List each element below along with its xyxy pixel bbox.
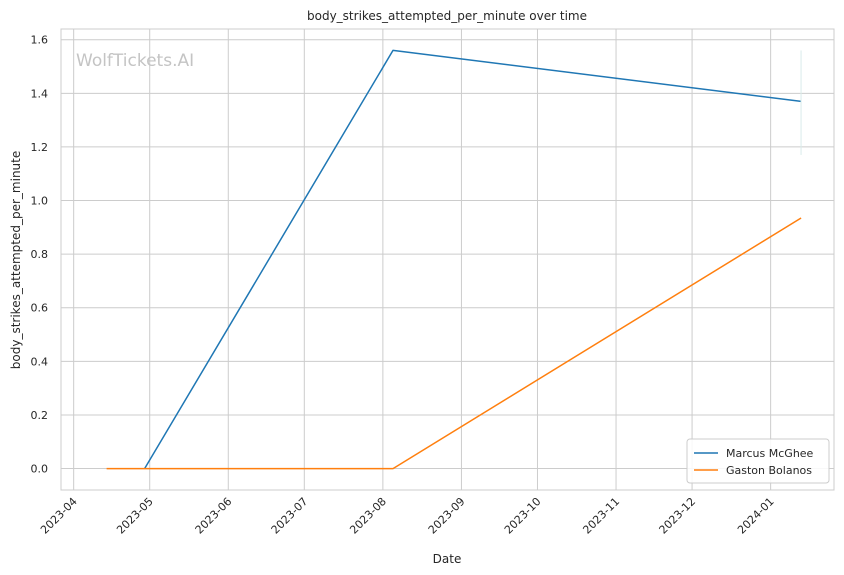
y-tick-label: 0.2 [31,409,49,422]
x-tick-label: 2023-04 [38,495,80,537]
x-tick-label: 2023-10 [502,495,544,537]
y-axis-label: body_strikes_attempted_per_minute [9,151,23,369]
series-line [143,49,802,469]
x-tick-label: 2023-11 [580,495,622,537]
legend: Marcus McGhee Gaston Bolanos [686,438,830,484]
x-tick-label: 2023-09 [426,495,468,537]
y-tick-label: 0.8 [31,248,49,261]
series-line [106,217,802,470]
x-tick-label: 2023-05 [114,495,156,537]
y-tick-label: 1.0 [31,195,49,208]
series-lines [106,49,802,470]
x-tick-label: 2023-07 [269,495,311,537]
plot-background [60,28,835,491]
watermark: WolfTickets.AI [76,51,194,71]
y-axis-ticks: 0.0 0.2 0.4 0.6 0.8 1.0 1.2 1.4 1.6 [31,34,49,476]
x-tick-label: 2023-12 [656,495,698,537]
chart-title: body_strikes_attempted_per_minute over t… [307,9,587,23]
y-tick-label: 0.4 [31,355,49,368]
y-tick-label: 1.6 [31,34,49,47]
legend-box [686,438,830,484]
y-tick-label: 1.2 [31,141,49,154]
x-tick-label: 2023-06 [193,495,235,537]
x-tick-label: 2023-08 [347,495,389,537]
y-tick-label: 0.0 [31,463,49,476]
legend-label: Gaston Bolanos [726,464,812,477]
x-axis-label: Date [433,552,462,566]
y-tick-label: 0.6 [31,302,49,315]
plot-area: WolfTickets.AI [60,28,835,491]
y-tick-label: 1.4 [31,87,49,100]
x-axis-ticks: 2023-04 2023-05 2023-06 2023-07 2023-08 2023-… [38,495,777,537]
x-gridlines [73,29,772,490]
x-tick-label: 2024-01 [735,495,777,537]
legend-label: Marcus McGhee [726,447,814,460]
